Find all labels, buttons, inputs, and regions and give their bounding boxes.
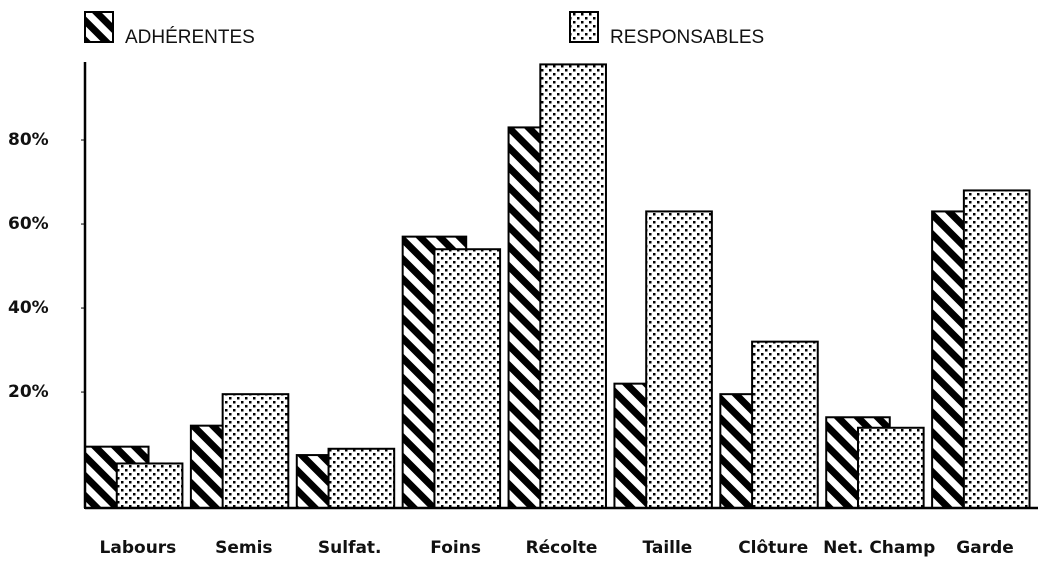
x-tick-label: Récolte bbox=[526, 538, 598, 558]
x-tick-label: Garde bbox=[956, 538, 1014, 558]
y-tick-label: 80% bbox=[8, 130, 49, 150]
x-tick-label: Net. Champ bbox=[823, 538, 935, 558]
bar bbox=[962, 189, 1031, 509]
bar bbox=[645, 210, 713, 509]
x-tick-label: Labours bbox=[100, 538, 177, 558]
bar bbox=[327, 447, 396, 510]
bar bbox=[751, 340, 819, 509]
y-tick-label: 40% bbox=[8, 298, 49, 318]
bar bbox=[115, 462, 184, 509]
y-tick-label: 60% bbox=[8, 214, 49, 234]
legend-label: RESPONSABLES bbox=[610, 27, 764, 48]
x-tick-label: Foins bbox=[430, 538, 481, 558]
x-tick-label: Semis bbox=[215, 538, 272, 558]
legend-swatch bbox=[84, 11, 114, 43]
legend-swatch bbox=[569, 11, 599, 43]
bar bbox=[221, 393, 290, 509]
bar bbox=[433, 248, 502, 510]
y-tick-label: 20% bbox=[8, 382, 49, 402]
x-tick-label: Taille bbox=[642, 538, 692, 558]
x-tick-label: Clôture bbox=[738, 538, 808, 558]
legend-label: ADHÉRENTES bbox=[125, 27, 255, 48]
bar bbox=[856, 426, 925, 510]
x-tick-label: Sulfat. bbox=[318, 538, 382, 558]
bar bbox=[539, 63, 607, 509]
